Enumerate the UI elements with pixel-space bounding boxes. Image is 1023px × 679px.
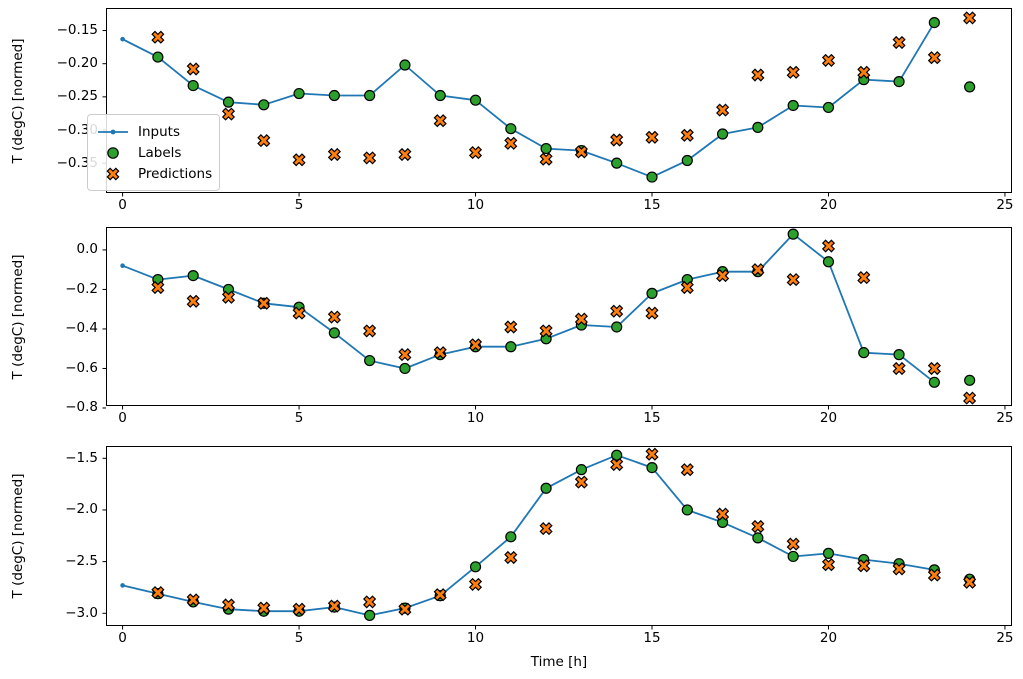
x-tick-label: 10: [466, 410, 485, 426]
series-labels: [152, 228, 976, 388]
plot-canvas-bottom: [102, 446, 1012, 630]
x-tick-label: 20: [819, 410, 838, 426]
axes-frame: [106, 8, 1012, 193]
x-tick-label: 5: [294, 197, 304, 213]
series-labels: [152, 16, 976, 183]
legend-item-labels: Labels: [96, 142, 211, 163]
tick-marks: [102, 457, 1006, 630]
predictions-x-icon: [106, 166, 120, 181]
legend-label-inputs: Inputs: [138, 123, 180, 140]
y-tick-label: −0.2: [65, 280, 98, 297]
x-tick-label: 25: [996, 630, 1014, 646]
axes-frame: [106, 446, 1012, 626]
y-tick-label: −0.15: [56, 22, 98, 39]
y-tick-label: −0.4: [65, 320, 98, 337]
legend-item-inputs: Inputs: [96, 121, 211, 142]
x-tick-label: 0: [118, 197, 127, 213]
x-tick-label: 5: [294, 410, 304, 426]
tick-marks: [102, 249, 1006, 410]
series-inputs: [120, 231, 937, 385]
legend-label-predictions: Predictions: [138, 165, 213, 182]
y-tick-label: −0.6: [65, 359, 98, 376]
axes-frame: [106, 227, 1012, 406]
x-axis-label: Time [h]: [530, 654, 588, 670]
labels-circle-icon: [107, 146, 119, 159]
x-tick-label: 20: [819, 630, 838, 646]
y-tick-label: −1.5: [65, 449, 98, 466]
legend: Inputs Labels Predictions: [87, 114, 220, 191]
plot-canvas-middle: [102, 227, 1012, 410]
x-tick-label: 0: [118, 630, 127, 646]
x-tick-label: 5: [294, 630, 304, 646]
series-predictions: [151, 11, 977, 167]
y-tick-label: 0.0: [76, 241, 98, 258]
tick-marks: [102, 30, 1006, 197]
x-tick-label: 15: [643, 410, 661, 426]
y-tick-label: −0.25: [56, 88, 98, 105]
x-tick-label: 25: [996, 410, 1014, 426]
series-inputs: [120, 452, 937, 618]
y-axis-label-top: T (degC) [normed]: [7, 8, 29, 193]
series-predictions: [151, 239, 977, 405]
series-inputs: [120, 20, 937, 180]
y-axis-label-middle: T (degC) [normed]: [7, 227, 29, 406]
legend-item-predictions: Predictions: [96, 163, 213, 184]
x-tick-label: 0: [118, 410, 127, 426]
y-tick-label: −0.20: [56, 55, 98, 72]
y-axis-label-bottom: T (degC) [normed]: [7, 446, 29, 626]
series-labels: [152, 449, 976, 621]
x-tick-label: 15: [643, 630, 661, 646]
y-tick-label: −2.5: [65, 553, 98, 570]
y-tick-label: −3.0: [65, 604, 98, 621]
series-predictions: [151, 447, 977, 616]
y-tick-label: −2.0: [65, 501, 98, 518]
x-tick-label: 15: [643, 197, 661, 213]
legend-label-labels: Labels: [138, 144, 182, 161]
subplot-top: T (degC) [normed] 0 5 10 15 20 25 −0.15 −0.20 −0…: [10, 8, 1014, 213]
plot-canvas-top: [102, 8, 1012, 197]
x-tick-label: 10: [466, 197, 485, 213]
x-tick-label: 10: [466, 630, 485, 646]
x-tick-label: 25: [996, 197, 1014, 213]
x-tick-label: 20: [819, 197, 838, 213]
subplot-middle: T (degC) [normed] 0 5 10 15 20 25 0.0 −0.2 −0.4 −…: [10, 227, 1014, 426]
y-axis-label-text: T (degC) [normed]: [10, 254, 26, 379]
y-axis-label-text: T (degC) [normed]: [10, 473, 26, 599]
subplot-bottom: T (degC) [normed] 0 5 10 15 20 25 −1.5 −2.0 −2.5…: [10, 446, 1014, 646]
inputs-line-icon: [98, 129, 128, 134]
y-axis-label-text: T (degC) [normed]: [10, 38, 26, 163]
y-tick-label: −0.8: [65, 399, 98, 416]
